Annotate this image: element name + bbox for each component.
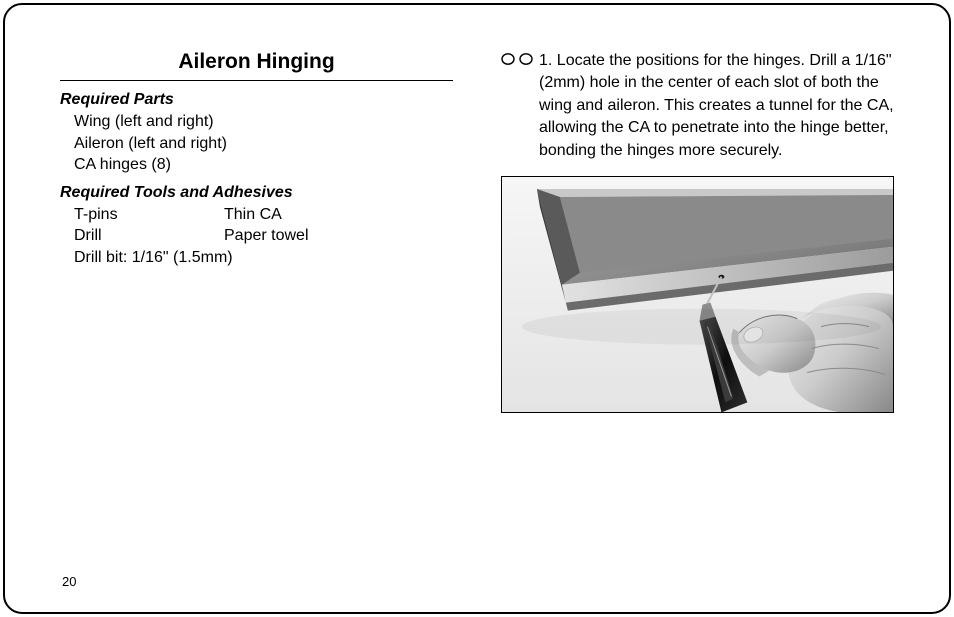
required-tools-list: T-pins Thin CA Drill Paper towel Drill b… [60, 204, 453, 269]
required-parts-list: Wing (left and right) Aileron (left and … [60, 111, 453, 176]
required-part: Wing (left and right) [74, 111, 453, 133]
tool-item: T-pins [74, 204, 224, 226]
step-1: 1. Locate the positions for the hinges. … [501, 50, 894, 162]
tool-item: Drill [74, 225, 224, 247]
right-column: 1. Locate the positions for the hinges. … [501, 50, 894, 597]
required-part: Aileron (left and right) [74, 133, 453, 155]
tool-item: Drill bit: 1/16" (1.5mm) [74, 247, 453, 269]
step-number: 1. [539, 52, 552, 69]
page-number: 20 [62, 574, 76, 589]
step-figure [501, 176, 894, 413]
step-text: 1. Locate the positions for the hinges. … [539, 50, 894, 162]
required-parts-heading: Required Parts [60, 91, 453, 109]
page: Aileron Hinging Required Parts Wing (lef… [0, 0, 954, 617]
step-checkboxes [501, 50, 533, 162]
tool-item: Paper towel [224, 225, 453, 247]
step-body: Locate the positions for the hinges. Dri… [539, 52, 894, 159]
section-title: Aileron Hinging [60, 50, 453, 81]
checkbox-icon [519, 52, 533, 66]
checkbox-icon [501, 52, 515, 66]
tool-item: Thin CA [224, 204, 453, 226]
required-part: CA hinges (8) [74, 154, 453, 176]
required-tools-heading: Required Tools and Adhesives [60, 184, 453, 202]
left-column: Aileron Hinging Required Parts Wing (lef… [60, 50, 453, 597]
